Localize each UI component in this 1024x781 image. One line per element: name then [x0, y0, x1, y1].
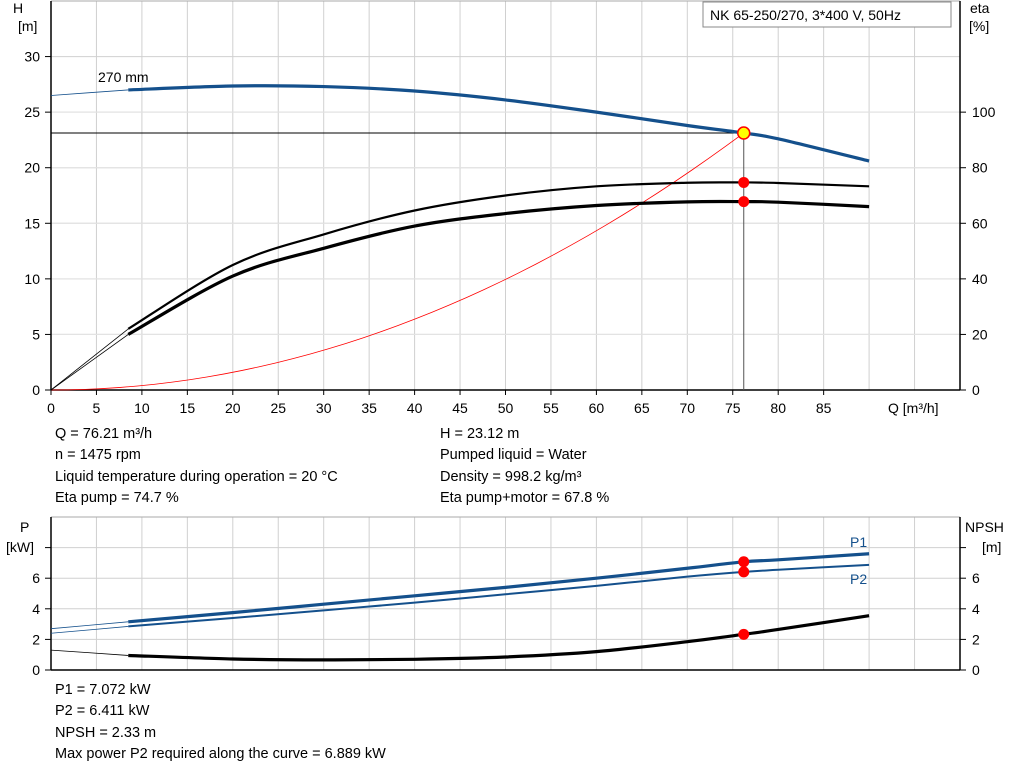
x-tick-label: 0	[47, 400, 55, 416]
pumped-liquid: Pumped liquid = Water	[440, 447, 587, 464]
eta-pump-curve-extrapolated	[50, 328, 129, 391]
x-tick-label: 40	[407, 400, 423, 416]
eta-pump-motor-curve	[127, 199, 870, 336]
p-axis-label: P	[20, 519, 29, 535]
eta-tick-label: 60	[972, 215, 988, 231]
eta-axis-unit: [%]	[969, 18, 989, 34]
p2-duty-marker	[738, 566, 750, 578]
h-tick-label: 0	[32, 382, 40, 398]
eta-tick-label: 20	[972, 326, 988, 342]
npsh-value: NPSH = 2.33 m	[55, 724, 157, 741]
p1-duty-marker	[738, 556, 750, 568]
h-axis-label: H	[13, 0, 23, 16]
eta-pump-motor-value: Eta pump+motor = 67.8 %	[440, 489, 610, 506]
x-tick-label: 75	[725, 400, 741, 416]
h-tick-label: 20	[24, 160, 40, 176]
x-tick-label: 85	[816, 400, 832, 416]
h-tick-label: 5	[32, 326, 40, 342]
info-bottom: P1 = 7.072 kW P2 = 6.411 kW NPSH = 2.33 …	[55, 680, 386, 765]
chart-title: NK 65-250/270, 3*400 V, 50Hz	[710, 7, 901, 23]
x-tick-label: 10	[134, 400, 150, 416]
eta-pump-motor-duty-marker	[738, 196, 750, 208]
p-tick-label: 2	[32, 631, 40, 647]
p1-curve-label: P1	[850, 534, 867, 550]
x-tick-label: 55	[543, 400, 559, 416]
x-tick-label: 20	[225, 400, 241, 416]
eta-tick-label: 40	[972, 271, 988, 287]
system-curve	[50, 132, 744, 391]
npsh-curve	[128, 614, 870, 662]
eta-pump-duty-marker	[738, 176, 750, 188]
npsh-curve-extrapolated	[50, 649, 129, 656]
x-tick-label: 35	[361, 400, 377, 416]
speed-value: n = 1475 rpm	[55, 447, 141, 464]
eta-axis-label: eta	[970, 0, 990, 16]
density-value: Density = 998.2 kg/m³	[440, 468, 582, 485]
duty-point-marker	[736, 126, 751, 140]
p1-curve-extrapolated	[50, 621, 129, 630]
p-axis-unit: [kW]	[6, 539, 34, 555]
x-tick-label: 25	[270, 400, 286, 416]
x-tick-label: 65	[634, 400, 650, 416]
h-tick-label: 25	[24, 104, 40, 120]
head-value: H = 23.12 m	[440, 426, 520, 442]
p2-curve-extrapolated	[50, 625, 129, 634]
head-curve-270mm-extrapolated	[50, 89, 129, 96]
p1-value: P1 = 7.072 kW	[55, 682, 151, 698]
info-top-right: H = 23.12 m Pumped liquid = Water Densit…	[440, 424, 609, 509]
eta-pump-motor-curve-extrapolated	[50, 334, 129, 391]
npsh-tick-label: 0	[972, 662, 980, 678]
npsh-tick-label: 4	[972, 601, 980, 617]
info-top-left: Q = 76.21 m³/h n = 1475 rpm Liquid tempe…	[55, 424, 338, 509]
p-tick-label: 4	[32, 601, 40, 617]
x-tick-label: 50	[498, 400, 514, 416]
max-power-value: Max power P2 required along the curve = …	[55, 745, 386, 762]
eta-pump-value: Eta pump = 74.7 %	[55, 489, 179, 506]
eta-pump-curve	[127, 181, 870, 330]
p2-curve	[128, 563, 870, 628]
x-tick-label: 30	[316, 400, 332, 416]
legend-box	[702, 1, 952, 28]
liquid-temperature: Liquid temperature during operation = 20…	[55, 468, 338, 485]
curve-label-270mm: 270 mm	[98, 69, 149, 85]
p1-curve	[128, 552, 870, 624]
x-tick-label: 15	[180, 400, 196, 416]
eta-tick-label: 0	[972, 382, 980, 398]
p2-value: P2 = 6.411 kW	[55, 703, 150, 720]
p-tick-label: 6	[32, 570, 40, 586]
x-tick-label: 5	[93, 400, 101, 416]
x-tick-label: 60	[589, 400, 605, 416]
x-tick-label: 45	[452, 400, 468, 416]
npsh-duty-marker	[738, 628, 750, 640]
npsh-axis-unit: [m]	[982, 539, 1001, 555]
npsh-tick-label: 6	[972, 570, 980, 586]
p-tick-label: 0	[32, 662, 40, 678]
eta-tick-label: 80	[972, 160, 988, 176]
flow-value: Q = 76.21 m³/h	[55, 426, 153, 442]
h-tick-label: 30	[24, 49, 40, 65]
npsh-axis-label: NPSH	[965, 519, 1004, 535]
h-tick-label: 10	[24, 271, 40, 287]
head-curve-270mm	[128, 84, 870, 163]
h-tick-label: 15	[24, 215, 40, 231]
q-axis-label: Q [m³/h]	[888, 400, 939, 416]
h-axis-unit: [m]	[18, 18, 37, 34]
p2-curve-label: P2	[850, 571, 867, 587]
x-tick-label: 80	[770, 400, 786, 416]
npsh-tick-label: 2	[972, 631, 980, 647]
eta-tick-label: 100	[972, 104, 996, 120]
x-tick-label: 70	[680, 400, 696, 416]
